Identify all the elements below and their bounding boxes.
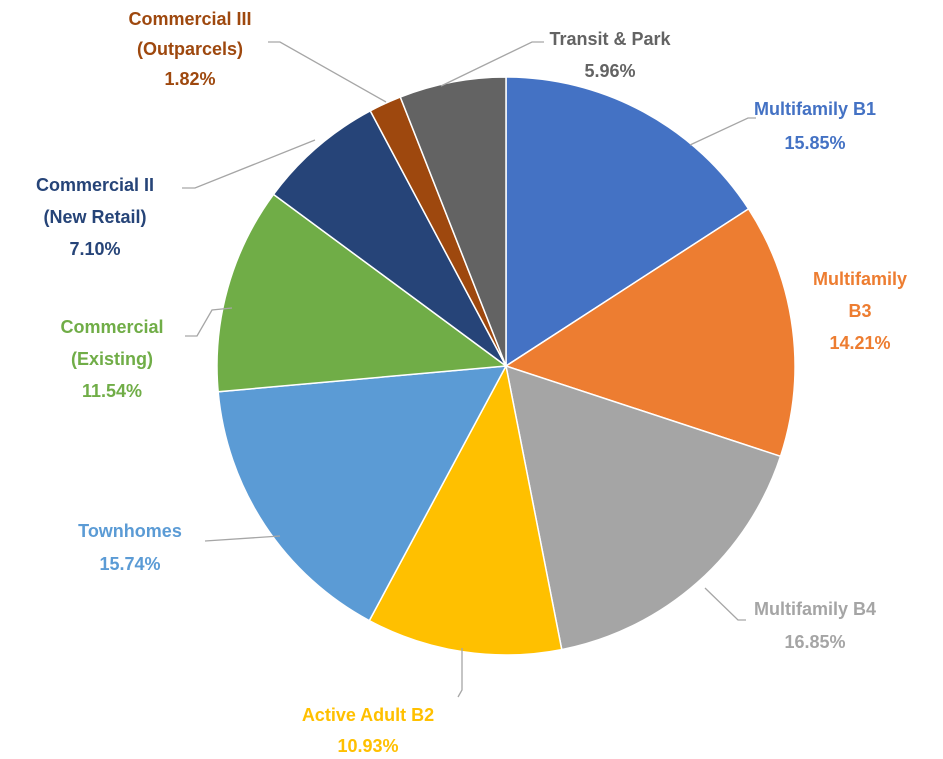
value-label: 15.85% <box>784 133 845 153</box>
leader-line <box>185 307 233 337</box>
slice-label: B3 <box>848 301 871 321</box>
value-label: 1.82% <box>164 69 215 89</box>
slice <box>216 193 509 393</box>
value-label: 11.54% <box>82 381 142 401</box>
slice-label: Townhomes <box>78 521 182 541</box>
value-label: 14.21% <box>829 333 890 353</box>
slice <box>505 76 750 368</box>
slice <box>368 363 563 656</box>
slice-label: Transit & Park <box>549 29 671 49</box>
slice-label: Commercial <box>60 317 163 337</box>
leader-line <box>704 587 746 621</box>
slice <box>217 365 508 622</box>
leader-line <box>457 648 463 698</box>
value-label: 16.85% <box>784 632 845 652</box>
slice-label: (Existing) <box>71 349 153 369</box>
slice-label: Commercial II <box>36 175 154 195</box>
slice-label: Multifamily B4 <box>754 599 876 619</box>
value-label: 5.96% <box>584 61 635 81</box>
leader-line <box>689 117 756 146</box>
slice-label: (Outparcels) <box>137 39 243 59</box>
slice <box>399 76 507 367</box>
slice-label: Multifamily B1 <box>754 99 876 119</box>
leader-line <box>182 139 316 189</box>
slice-label: Commercial III <box>128 9 251 29</box>
slice-label: Multifamily <box>813 269 907 289</box>
leader-line <box>440 41 544 87</box>
leader-line <box>268 41 387 103</box>
value-label: 7.10% <box>69 239 120 259</box>
slice-label: Active Adult B2 <box>302 705 434 725</box>
slice <box>272 109 507 367</box>
slice <box>505 364 782 651</box>
slice <box>504 207 796 458</box>
leader-line <box>204 535 281 542</box>
value-label: 10.93% <box>337 736 398 756</box>
value-label: 15.74% <box>99 554 160 574</box>
slice-label: (New Retail) <box>43 207 146 227</box>
